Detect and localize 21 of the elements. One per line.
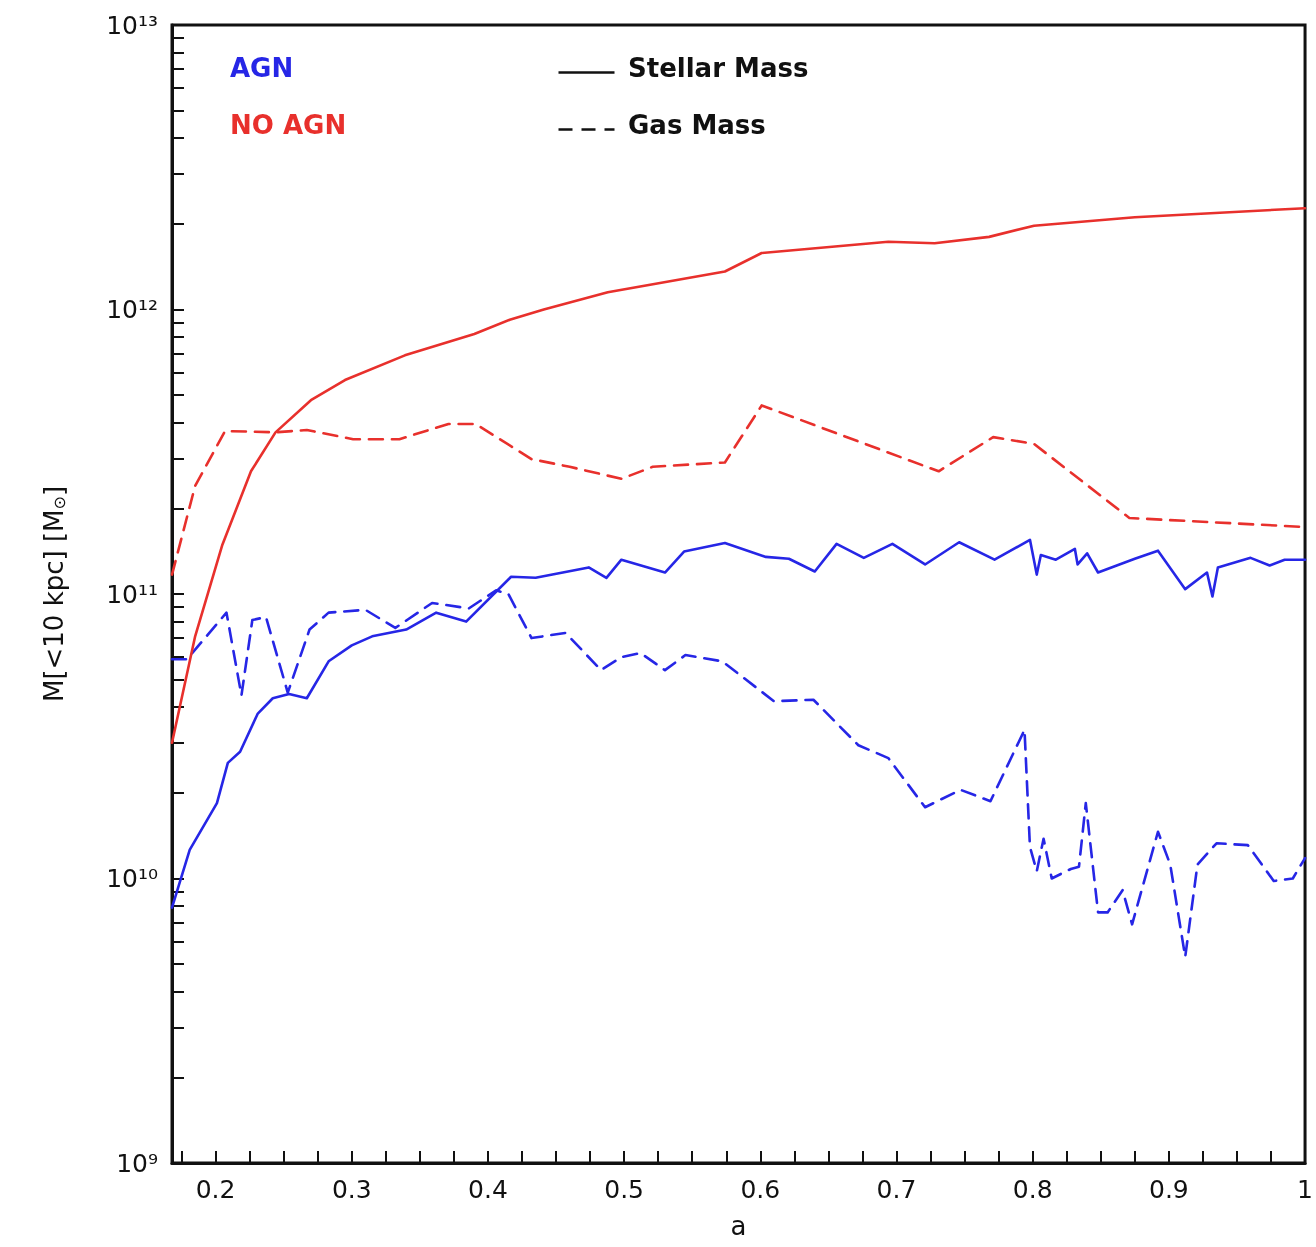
x-axis-title: a bbox=[730, 1211, 747, 1241]
annotation: AGN bbox=[230, 53, 294, 83]
x-tick-label: 0.3 bbox=[331, 1175, 372, 1204]
x-tick-label: 0.4 bbox=[468, 1175, 508, 1204]
y-tick-label: 10⁹ bbox=[116, 1148, 158, 1178]
y-tick-label: 10¹³ bbox=[106, 10, 158, 40]
y-tick-label: 10¹² bbox=[106, 295, 158, 324]
line-series bbox=[170, 206, 1307, 745]
y-tick-label: 10¹⁰ bbox=[106, 864, 158, 893]
annotation: Gas Mass bbox=[628, 110, 766, 140]
x-tick-label: 0.5 bbox=[604, 1175, 645, 1204]
x-tick-label: 0.6 bbox=[740, 1175, 781, 1204]
annotation: Stellar Mass bbox=[628, 53, 809, 83]
annotation: NO AGN bbox=[230, 110, 347, 140]
x-tick-label: 0.8 bbox=[1012, 1175, 1053, 1204]
x-tick-label: 1 bbox=[1297, 1175, 1313, 1204]
x-tick-label: 0.2 bbox=[195, 1175, 236, 1204]
x-tick-label: 0.9 bbox=[1148, 1175, 1189, 1204]
y-axis-title: M[<10 kpc] [M⊙] bbox=[39, 485, 69, 703]
y-tick-label: 10¹¹ bbox=[106, 579, 158, 609]
x-tick-label: 0.7 bbox=[876, 1175, 917, 1204]
